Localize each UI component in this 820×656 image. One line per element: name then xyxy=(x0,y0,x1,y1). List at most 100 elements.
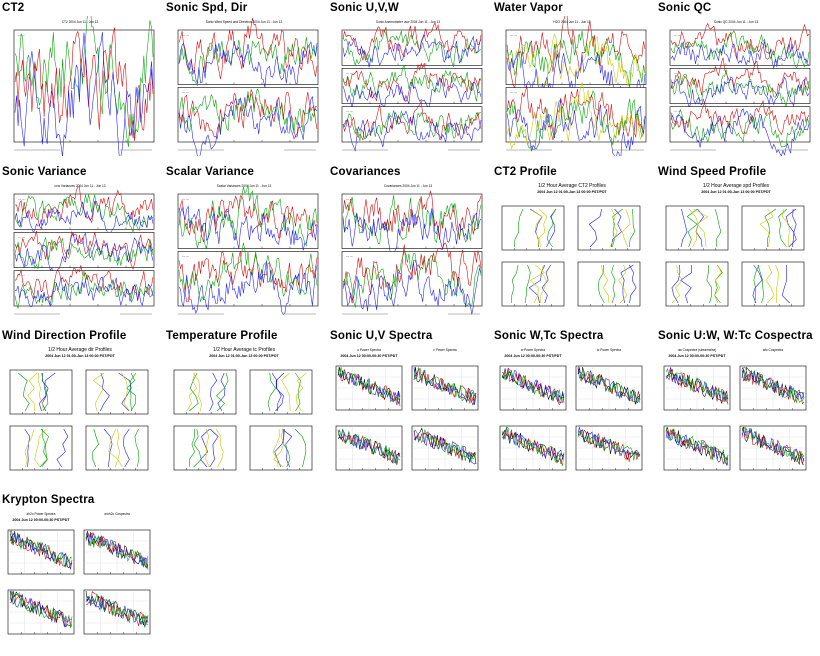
series-line xyxy=(670,108,810,148)
thumbnail-title-link[interactable]: Sonic Spd, Dir xyxy=(166,2,248,14)
plot-thumbnail-image[interactable]: H2O 2004 Jun 11 - Jun 13 — — — — xyxy=(492,16,652,156)
plot-thumbnail-image[interactable]: uvw Variances 2004 Jun 11 - Jun 13 — — — —… xyxy=(0,180,160,320)
plot-thumbnail-svg: Sonic Anemometer uvw 2004 Jun 11 - Jun 1… xyxy=(341,20,483,152)
profile-line xyxy=(781,264,790,304)
chart-title: 1/2 Hour Average dir Profiles xyxy=(48,347,112,353)
thumbnail-title-link[interactable]: CT2 xyxy=(2,2,25,14)
profile-line xyxy=(274,428,285,468)
profile-line xyxy=(294,428,307,468)
profile-line xyxy=(37,372,44,412)
profile-line xyxy=(271,372,282,412)
plot-thumbnail-svg: Sonic QC 2004 Jun 11 - Jun 13 — — — — — — xyxy=(669,20,811,156)
thumbnail-tile[interactable]: Scalar Variance Scalar Variances 2004 Jun… xyxy=(164,164,324,326)
profile-line xyxy=(209,428,219,468)
thumbnail-tile[interactable]: Covariances Covariances 2004 Jun 11 - Jun… xyxy=(328,164,488,326)
thumbnail-title-link[interactable]: Water Vapor xyxy=(494,2,563,14)
thumbnail-tile[interactable]: Sonic U:W, W:Tc Cospectra uw Cospectra (s… xyxy=(656,328,816,490)
plot-thumbnail-image[interactable]: 1/2 Hour Average tc Profiles 2004 Jun 12 … xyxy=(164,344,324,484)
series-line xyxy=(14,27,154,142)
thumbnail-tile[interactable]: Krypton Spectra kh2o Power Spectra 2004 Ju… xyxy=(0,492,160,654)
chart-title: Scalar Variances 2004 Jun 11 - Jun 13 xyxy=(217,184,272,188)
plot-thumbnail-svg: CT2 2004 Jun 11 - Jun 13 — — xyxy=(13,16,155,156)
thumbnail-title-link[interactable]: Sonic Variance xyxy=(2,166,87,178)
series-line xyxy=(178,251,318,303)
spectrum-line xyxy=(577,366,641,405)
legend-label: — — xyxy=(18,33,25,37)
profile-line xyxy=(629,208,635,248)
plot-thumbnail-image[interactable]: Covariances 2004 Jun 11 - Jun 13 — — — — xyxy=(328,180,488,320)
thumbnail-title-link[interactable]: Krypton Spectra xyxy=(2,494,95,506)
thumbnail-tile[interactable]: Sonic U,V,W Sonic Anemometer uvw 2004 Jun… xyxy=(328,0,488,162)
profile-line xyxy=(24,428,31,468)
series-line xyxy=(506,90,646,150)
thumbnail-tile[interactable]: CT2 CT2 2004 Jun 11 - Jun 13 — — xyxy=(0,0,160,162)
spectrum-line xyxy=(413,367,477,402)
thumbnail-title-link[interactable]: Wind Speed Profile xyxy=(658,166,767,178)
profile-line xyxy=(628,264,637,304)
thumbnail-title-link[interactable]: Sonic W,Tc Spectra xyxy=(494,330,604,342)
chart-title: kh2o Power Spectra xyxy=(27,512,56,516)
thumbnail-title-link[interactable]: Sonic U,V,W xyxy=(330,2,399,14)
profile-line xyxy=(295,372,307,412)
chart-title: 1/2 Hour Average tc Profiles xyxy=(213,347,276,353)
plot-thumbnail-image[interactable]: 1/2 Hour Average dir Profiles 2004 Jun 12… xyxy=(0,344,160,484)
plot-thumbnail-image[interactable]: w Power Spectra 2004 Jun 12 00:00-00:30 P… xyxy=(492,344,652,484)
plot-thumbnail-image[interactable]: 1/2 Hour Average spd Profiles 2004 Jun 12… xyxy=(656,180,816,320)
plot-thumbnail-svg: uvw Variances 2004 Jun 11 - Jun 13 — — — —… xyxy=(13,184,155,315)
plot-thumbnail-image[interactable]: Sonic QC 2004 Jun 11 - Jun 13 — — — — — — xyxy=(656,16,816,156)
legend-label: — — xyxy=(182,255,189,259)
plot-thumbnail-image[interactable]: 1/2 Hour Average CT2 Profiles 2004 Jun 12… xyxy=(492,180,652,320)
legend-label: — — xyxy=(346,197,353,201)
thumbnail-title-link[interactable]: Sonic QC xyxy=(658,2,712,14)
plot-thumbnail-image[interactable]: kh2o Power Spectra 2004 Jun 12 00:00-00:3… xyxy=(0,508,160,648)
thumbnail-tile[interactable]: Sonic Spd, Dir Sonic Wind Speed and Direc… xyxy=(164,0,324,162)
thumbnail-tile[interactable]: Sonic QC Sonic QC 2004 Jun 11 - Jun 13 — —… xyxy=(656,0,816,162)
profile-line xyxy=(275,372,285,412)
plot-thumbnail-image[interactable]: Scalar Variances 2004 Jun 11 - Jun 13 — —… xyxy=(164,180,324,320)
chart-subtitle: 2004 Jun 12 00:00-00:30 PST/PDT xyxy=(668,354,726,358)
thumbnail-tile[interactable]: Water Vapor H2O 2004 Jun 11 - Jun 13 — — — … xyxy=(492,0,652,162)
thumbnail-title-link[interactable]: Scalar Variance xyxy=(166,166,255,178)
profile-line xyxy=(38,372,49,412)
profile-line xyxy=(193,428,202,468)
thumbnail-title-link[interactable]: Sonic U,V Spectra xyxy=(330,330,433,342)
thumbnail-tile[interactable]: CT2 Profile 1/2 Hour Average CT2 Profiles… xyxy=(492,164,652,326)
series-line xyxy=(178,184,318,250)
legend-label: — — xyxy=(346,71,353,75)
series-line xyxy=(342,242,482,304)
plot-thumbnail-svg: Covariances 2004 Jun 11 - Jun 13 — — — — xyxy=(341,184,483,315)
plot-thumbnail-svg: uw Cospectra (streamwise) 2004 Jun 12 00:… xyxy=(663,348,807,471)
chart-title: Sonic Anemometer uvw 2004 Jun 11 - Jun 1… xyxy=(376,20,440,24)
plot-thumbnail-image[interactable]: Sonic Wind Speed and Direction 2004 Jun … xyxy=(164,16,324,156)
spectrum-line xyxy=(501,367,565,406)
legend-label: — — xyxy=(182,91,189,95)
profile-line xyxy=(41,428,48,468)
thumbnail-title-link[interactable]: Wind Direction Profile xyxy=(2,330,127,342)
thumbnail-tile[interactable]: Wind Speed Profile 1/2 Hour Average spd P… xyxy=(656,164,816,326)
profile-line xyxy=(186,372,197,412)
spectrum-line xyxy=(741,426,805,465)
thumbnail-tile[interactable]: Sonic U,V Spectra u Power Spectra 2004 Jun… xyxy=(328,328,488,490)
thumbnail-title-link[interactable]: CT2 Profile xyxy=(494,166,557,178)
plot-thumbnail-image[interactable]: u Power Spectra 2004 Jun 12 00:00-00:30 P… xyxy=(328,344,488,484)
plot-thumbnail-image[interactable]: CT2 2004 Jun 11 - Jun 13 — — xyxy=(0,16,160,156)
thumbnail-title-link[interactable]: Temperature Profile xyxy=(166,330,278,342)
plot-thumbnail-image[interactable]: Sonic Anemometer uvw 2004 Jun 11 - Jun 1… xyxy=(328,16,488,156)
spectrum-line xyxy=(85,593,149,627)
profile-line xyxy=(122,428,130,468)
thumbnail-tile[interactable]: Wind Direction Profile 1/2 Hour Average d… xyxy=(0,328,160,490)
plot-thumbnail-image[interactable]: uw Cospectra (streamwise) 2004 Jun 12 00:… xyxy=(656,344,816,484)
thumbnail-title-link[interactable]: Covariances xyxy=(330,166,401,178)
chart-subtitle: 2004 Jun 12 01:00-Jun 13 00:00 PST/PDT xyxy=(209,354,279,358)
thumbnail-tile[interactable]: Sonic Variance uvw Variances 2004 Jun 11 … xyxy=(0,164,160,326)
thumbnail-title-link[interactable]: Sonic U:W, W:Tc Cospectra xyxy=(658,330,813,342)
legend-label: — — xyxy=(182,197,189,201)
profile-line xyxy=(117,428,123,468)
profile-line xyxy=(215,428,224,468)
thumbnail-tile[interactable]: Sonic W,Tc Spectra w Power Spectra 2004 Ju… xyxy=(492,328,652,490)
spectrum-line xyxy=(577,426,641,457)
spectrum-line xyxy=(337,371,401,407)
thumbnail-tile[interactable]: Temperature Profile 1/2 Hour Average tc P… xyxy=(164,328,324,490)
profile-line xyxy=(530,208,543,248)
